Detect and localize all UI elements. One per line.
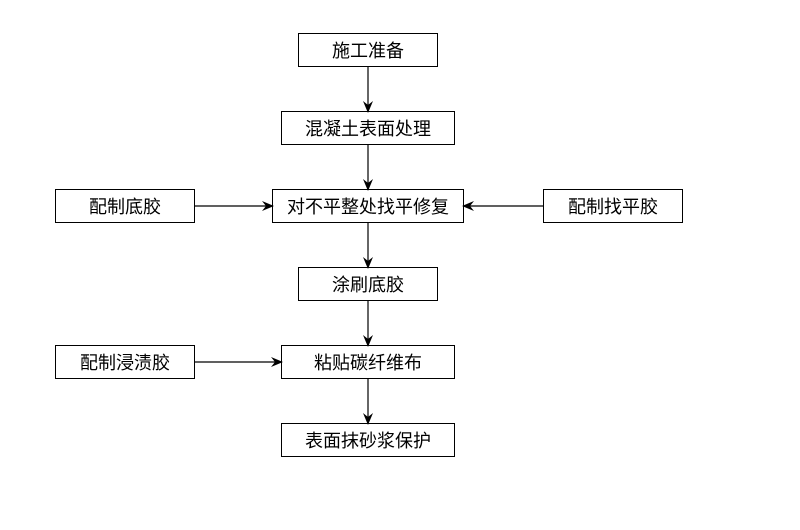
- node-n4: 涂刷底胶: [298, 267, 438, 301]
- node-label: 涂刷底胶: [332, 271, 404, 297]
- node-label: 表面抹砂浆保护: [305, 427, 431, 453]
- node-n2: 混凝土表面处理: [281, 111, 455, 145]
- node-label: 配制找平胶: [568, 193, 658, 219]
- node-label: 配制底胶: [89, 193, 161, 219]
- node-label: 粘贴碳纤维布: [314, 349, 422, 375]
- node-s2: 配制找平胶: [543, 189, 683, 223]
- node-s3: 配制浸渍胶: [55, 345, 195, 379]
- node-n6: 表面抹砂浆保护: [281, 423, 455, 457]
- node-label: 配制浸渍胶: [80, 349, 170, 375]
- node-n1: 施工准备: [298, 33, 438, 67]
- node-label: 施工准备: [332, 37, 404, 63]
- node-n3: 对不平整处找平修复: [272, 189, 464, 223]
- node-n5: 粘贴碳纤维布: [281, 345, 455, 379]
- node-label: 对不平整处找平修复: [287, 193, 449, 219]
- node-s1: 配制底胶: [55, 189, 195, 223]
- node-label: 混凝土表面处理: [305, 115, 431, 141]
